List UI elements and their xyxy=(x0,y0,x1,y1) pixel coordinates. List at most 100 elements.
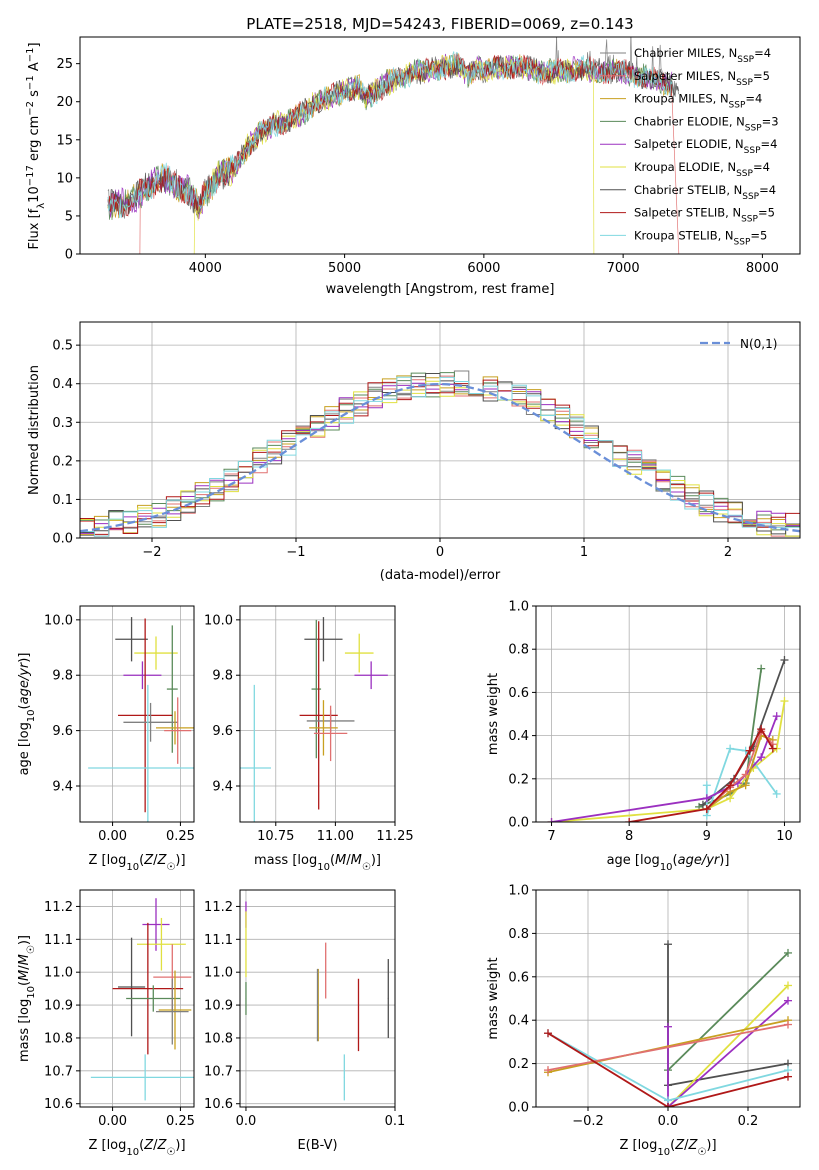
label-part: )] xyxy=(175,1138,185,1153)
histogram-step xyxy=(80,376,800,538)
error-cross xyxy=(313,705,348,762)
error-cross xyxy=(387,959,389,1038)
legend-sub: SSP xyxy=(741,215,758,225)
weight-line xyxy=(667,944,789,1087)
legend-sub: SSP xyxy=(729,101,746,111)
y-tick-label: 9.6 xyxy=(52,724,73,739)
legend-label: N(0,1) xyxy=(740,337,777,351)
legend-sub: SSP xyxy=(736,169,753,179)
error-cross xyxy=(118,618,173,813)
label-part: Z xyxy=(143,1138,154,1153)
y-tick-label: 0.6 xyxy=(508,686,529,701)
x-tick-label: 1 xyxy=(580,545,588,560)
weight-marker xyxy=(544,1066,552,1075)
weight-marker xyxy=(625,818,634,822)
x-tick-label: 0.0 xyxy=(236,1114,257,1129)
y-axis-label: mass [log10(M/M☉)] xyxy=(17,935,37,1062)
error-cross xyxy=(240,684,271,822)
error-cross xyxy=(118,937,146,1037)
y-tick-label: 0.0 xyxy=(508,1101,529,1116)
x-tick-label: 4000 xyxy=(189,261,222,276)
error-cross xyxy=(134,636,178,670)
error-cross xyxy=(90,1054,194,1101)
legend-sub: SSP xyxy=(745,123,762,133)
label-part: Flux [f xyxy=(27,208,42,249)
label-part: −17 xyxy=(25,165,36,186)
weight-marker xyxy=(664,1103,672,1107)
label-part: s xyxy=(27,90,42,101)
legend-label: Chabrier MILES, NSSP=4 xyxy=(634,46,771,65)
error-cross xyxy=(343,1054,345,1101)
error-cross xyxy=(245,982,247,1015)
weight-line xyxy=(667,984,789,1107)
x-tick-label: 0 xyxy=(436,545,444,560)
label-part: −2 xyxy=(25,101,36,116)
mass-vs-ebv-panel: 0.0 0.1 10.6 10.7 10.8 10.9 11.0 11.1 11.2 E(B-V) xyxy=(204,889,406,1153)
x-tick-label: 0.1 xyxy=(385,1114,406,1129)
label-part: ( xyxy=(139,853,144,868)
legend-label: Salpeter MILES, NSSP=5 xyxy=(634,69,770,88)
mass-vs-ebv-plot-area xyxy=(245,901,389,1101)
legend-label: Kroupa MILES, NSSP=4 xyxy=(634,92,762,111)
label-part: Z xyxy=(674,1138,685,1153)
error-cross xyxy=(245,911,247,978)
x-tick-label: 0.25 xyxy=(166,829,195,844)
x-tick-label: 8 xyxy=(625,829,633,844)
legend-text: Chabrier STELIB, N xyxy=(634,183,742,197)
y-tick-label: 0.8 xyxy=(508,643,529,658)
x-axis-label: Z [log10(Z/Z☉)] xyxy=(88,1138,185,1158)
x-axis-label: Z [log10(Z/Z☉)] xyxy=(88,853,185,873)
weight-line xyxy=(667,952,789,1071)
weight-line xyxy=(547,1032,789,1107)
weight-marker xyxy=(726,744,735,753)
y-tick-label: 10.8 xyxy=(44,1031,73,1046)
error-cross xyxy=(311,619,322,759)
axes-frame xyxy=(535,605,801,823)
y-tick-label: 0.0 xyxy=(52,532,73,547)
error-cross xyxy=(354,661,388,690)
legend-text: Chabrier ELODIE, N xyxy=(634,114,745,128)
legend-label: Chabrier ELODIE, NSSP=3 xyxy=(634,114,779,133)
label-part: ( xyxy=(139,1138,144,1153)
legend-label: Salpeter STELIB, NSSP=5 xyxy=(634,206,775,225)
label-part: ☉ xyxy=(362,862,371,873)
y-tick-label: 10.9 xyxy=(44,999,73,1014)
label-part: )] xyxy=(706,1138,716,1153)
weight-line xyxy=(629,727,774,822)
label-part: Z xyxy=(157,1138,168,1153)
weight-marker xyxy=(664,1022,672,1031)
weight-vs-age-plot-area xyxy=(547,656,789,822)
error-cross xyxy=(304,617,343,662)
y-tick-label: 9.8 xyxy=(212,669,233,684)
age-vs-Z-panel: 0.00 0.259.49.69.810.0Z [log10(Z/Z☉)]age … xyxy=(17,605,195,873)
y-tick-label: 0.3 xyxy=(52,416,73,431)
error-cross xyxy=(142,898,170,951)
x-tick-label: 10 xyxy=(776,829,793,844)
label-part: M xyxy=(17,954,32,965)
error-cross xyxy=(164,697,192,764)
legend-text: Chabrier MILES, N xyxy=(634,46,737,60)
spectrum-plot-area xyxy=(107,37,680,254)
label-part: 10 xyxy=(126,862,139,873)
x-axis-label: mass [log10(M/M☉)] xyxy=(254,853,381,873)
axes-frame xyxy=(79,889,195,1108)
weight-marker xyxy=(772,712,781,721)
weight-marker xyxy=(784,1072,792,1081)
label-part: 10 xyxy=(27,186,42,203)
weight-vs-Z-plot-area xyxy=(544,940,792,1107)
label-part: / xyxy=(17,965,32,970)
x-axis-label: age [log10(age/yr)] xyxy=(607,853,730,873)
legend-text: Salpeter ELODIE, N xyxy=(634,137,744,151)
legend-text: Kroupa MILES, N xyxy=(634,92,729,106)
label-part: / xyxy=(153,853,158,868)
legend-text: =4 xyxy=(759,183,776,197)
legend-label: Kroupa ELODIE, NSSP=4 xyxy=(634,160,770,179)
y-tick-label: 0.4 xyxy=(508,1014,529,1029)
x-tick-label: 11.00 xyxy=(317,829,354,844)
label-part: ( xyxy=(17,704,32,709)
label-part: −1 xyxy=(25,75,36,90)
label-part: / xyxy=(153,1138,158,1153)
residuals-panel: −2 −1 0 1 2 0.0 0.1 0.2 0.3 0.4 0.5 N(0,1) (data-mod… xyxy=(27,321,801,583)
